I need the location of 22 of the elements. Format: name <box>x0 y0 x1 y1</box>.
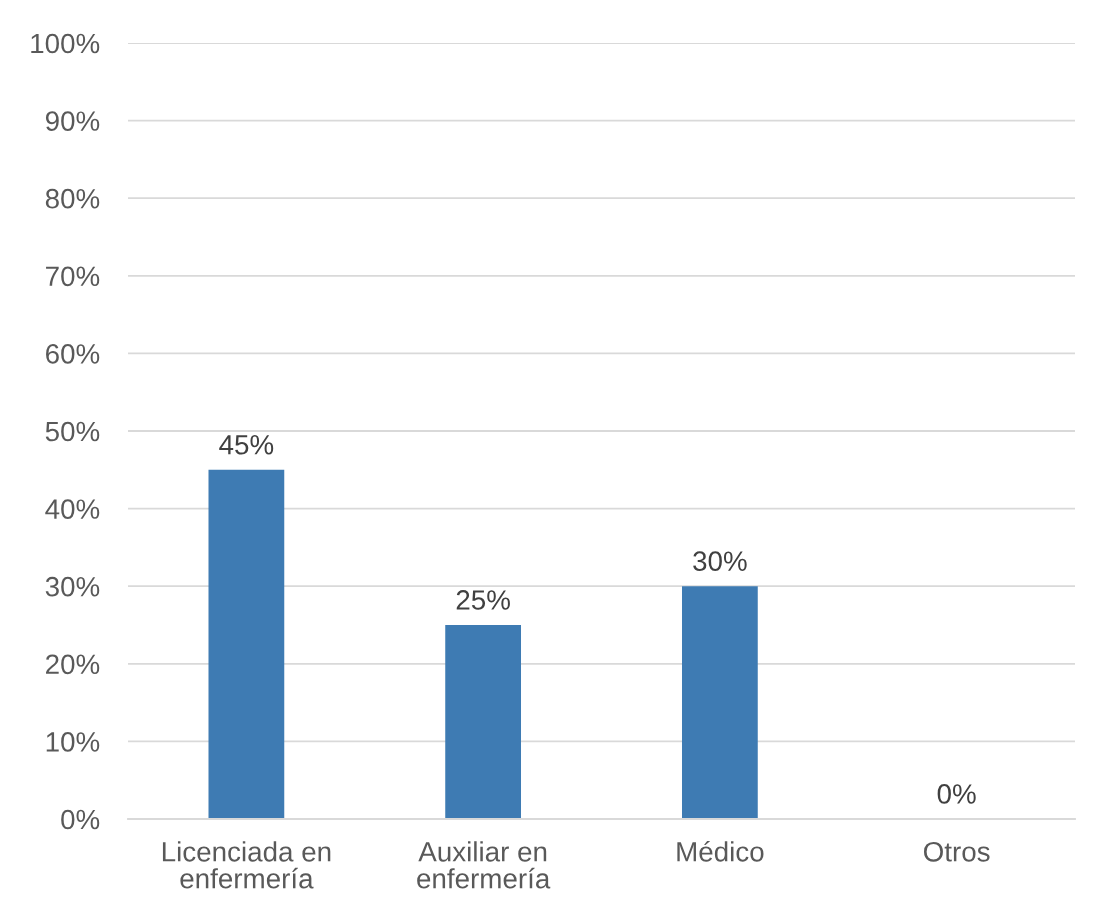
bar <box>445 625 522 819</box>
y-tick-label: 30% <box>45 576 100 597</box>
y-tick-label: 60% <box>46 344 100 364</box>
data-label: 45% <box>219 435 274 455</box>
x-tick-label: Licenciada en enfermería <box>162 841 331 889</box>
x-tick-label: Auxiliar en enfermería <box>417 841 551 889</box>
y-tick-label: 10% <box>46 732 100 752</box>
y-tick-label: 20% <box>46 654 100 675</box>
y-tick-label: 70% <box>46 266 100 287</box>
data-label: 30% <box>693 551 747 571</box>
x-tick-label: Otros <box>923 841 990 862</box>
bar <box>682 586 758 819</box>
y-tick-label: 40% <box>45 499 100 519</box>
bar <box>208 469 285 819</box>
x-tick-label: Médico <box>677 840 764 862</box>
y-tick-label: 100% <box>31 33 100 54</box>
data-label: 0% <box>937 784 976 804</box>
data-label: 25% <box>456 590 510 610</box>
y-tick-label: 0% <box>61 809 100 830</box>
y-tick-label: 90% <box>45 111 100 131</box>
y-tick-label: 50% <box>45 421 100 442</box>
y-tick-label: 80% <box>45 188 100 209</box>
